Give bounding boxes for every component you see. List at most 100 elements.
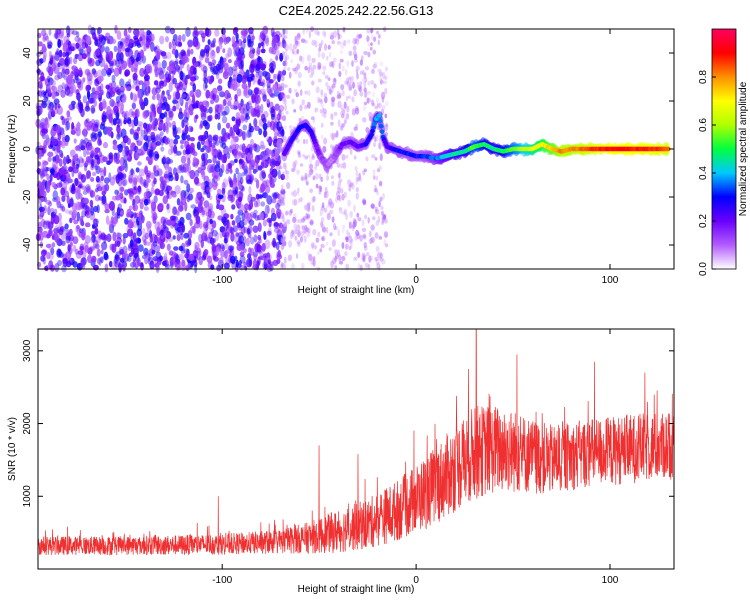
- noise-blob: [358, 33, 363, 39]
- noise-blob: [312, 259, 316, 267]
- noise-blob: [269, 107, 275, 114]
- noise-blob: [295, 92, 299, 98]
- noise-blob: [152, 256, 159, 262]
- noise-blob: [279, 145, 282, 153]
- noise-blob: [47, 243, 54, 251]
- noise-blob: [163, 259, 169, 268]
- noise-blob: [139, 135, 144, 144]
- noise-blob: [374, 188, 378, 193]
- noise-blob: [133, 242, 139, 248]
- noise-blob: [366, 35, 370, 43]
- noise-blob: [308, 168, 314, 176]
- noise-blob: [307, 213, 311, 219]
- noise-blob: [128, 58, 132, 69]
- noise-blob: [77, 37, 83, 48]
- noise-blob: [150, 112, 156, 121]
- noise-blob: [76, 158, 81, 167]
- noise-blob: [320, 217, 325, 222]
- noise-blob: [156, 168, 163, 177]
- noise-blob: [224, 105, 230, 116]
- noise-blob: [279, 42, 284, 48]
- noise-blob: [57, 103, 61, 109]
- noise-blob: [39, 211, 43, 218]
- noise-blob: [166, 193, 173, 200]
- noise-blob: [297, 198, 301, 204]
- noise-blob: [381, 259, 386, 265]
- noise-blob: [249, 125, 254, 133]
- noise-blob: [271, 152, 275, 161]
- noise-blob: [76, 211, 81, 222]
- noise-blob: [74, 36, 81, 43]
- noise-blob: [178, 245, 184, 252]
- noise-blob: [200, 112, 207, 121]
- noise-blob: [161, 59, 167, 69]
- noise-blob: [179, 216, 185, 226]
- noise-blob: [343, 116, 348, 124]
- noise-blob: [165, 71, 170, 80]
- noise-blob: [104, 208, 110, 214]
- noise-blob: [241, 82, 248, 90]
- noise-blob: [296, 191, 300, 196]
- noise-blob: [317, 78, 322, 83]
- noise-blob: [130, 64, 135, 73]
- noise-blob: [284, 168, 288, 174]
- noise-blob: [139, 36, 143, 42]
- noise-blob: [241, 131, 247, 141]
- noise-blob: [51, 242, 56, 248]
- noise-blob: [133, 116, 139, 127]
- noise-blob: [149, 235, 153, 243]
- noise-blob: [312, 196, 316, 202]
- y-tick-label: 3000: [22, 339, 33, 362]
- noise-blob: [247, 102, 253, 110]
- noise-blob: [297, 80, 302, 87]
- noise-blob: [271, 198, 277, 204]
- noise-blob: [53, 98, 60, 105]
- noise-blob: [72, 167, 79, 174]
- noise-blob: [270, 212, 277, 222]
- noise-blob: [61, 206, 66, 212]
- noise-blob: [380, 91, 386, 100]
- noise-blob: [200, 110, 204, 118]
- noise-blob: [50, 247, 55, 256]
- noise-blob: [142, 227, 146, 237]
- noise-blob: [99, 180, 104, 191]
- noise-blob: [42, 144, 47, 154]
- noise-blob: [95, 84, 100, 93]
- noise-blob: [137, 89, 142, 99]
- noise-blob: [116, 144, 123, 149]
- noise-blob: [282, 236, 286, 241]
- noise-blob: [319, 98, 323, 103]
- noise-blob: [186, 64, 190, 72]
- noise-blob: [235, 59, 240, 67]
- noise-blob: [383, 231, 389, 238]
- noise-blob: [307, 201, 311, 207]
- noise-blob: [299, 163, 304, 167]
- noise-blob: [54, 225, 60, 231]
- colorbar-tick-label: 0.2: [698, 214, 709, 228]
- noise-blob: [43, 121, 50, 129]
- noise-blob: [61, 64, 66, 74]
- noise-blob: [203, 77, 209, 85]
- noise-blob: [73, 154, 79, 165]
- noise-blob: [363, 87, 367, 93]
- noise-blob: [337, 40, 341, 45]
- noise-blob: [45, 264, 49, 272]
- noise-blob: [266, 99, 270, 104]
- noise-blob: [194, 221, 201, 229]
- noise-blob: [334, 225, 338, 231]
- noise-blob: [52, 60, 57, 68]
- noise-blob: [121, 178, 128, 187]
- noise-blob: [320, 40, 324, 45]
- noise-blob: [192, 225, 196, 235]
- noise-blob: [48, 77, 54, 86]
- noise-blob: [285, 29, 289, 35]
- noise-blob: [286, 182, 291, 189]
- noise-blob: [143, 198, 149, 206]
- noise-blob: [367, 217, 370, 224]
- noise-blob: [344, 251, 348, 257]
- noise-blob: [105, 215, 110, 225]
- noise-blob: [323, 92, 327, 99]
- noise-blob: [220, 60, 225, 68]
- noise-blob: [349, 148, 353, 155]
